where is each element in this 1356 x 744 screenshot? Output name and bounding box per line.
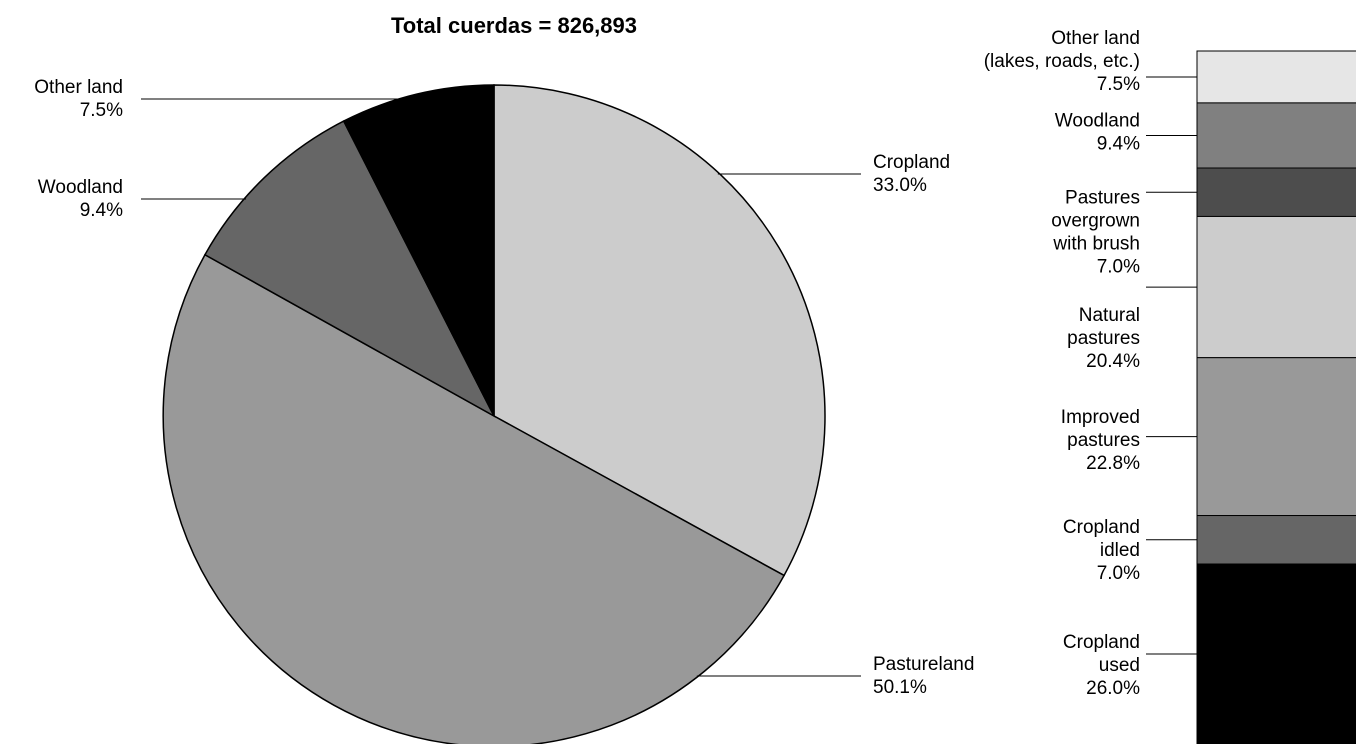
bar-label-pastures-overgrown-with-brush-line-1: Pastures bbox=[1065, 188, 1140, 209]
pie-chart bbox=[162, 84, 826, 744]
bar-segment-other-land-lakes-roads-etc bbox=[1196, 50, 1356, 104]
pie-value-pastureland: 50.1% bbox=[873, 677, 927, 698]
bar-label-improved-pastures-line-1: Improved bbox=[1061, 407, 1140, 428]
stacked-bar-labels: Other land(lakes, roads, etc.)7.5% Woodla… bbox=[984, 28, 1197, 699]
bar-value-pastures-overgrown-with-brush: 7.0% bbox=[1097, 257, 1140, 278]
bar-segment-improved-pastures bbox=[1196, 357, 1356, 517]
pie-chart-title: Total cuerdas = 826,893 bbox=[391, 13, 637, 38]
bar-label-pastures-overgrown-with-brush-line-3: with brush bbox=[1052, 234, 1140, 255]
bar-value-improved-pastures: 22.8% bbox=[1086, 453, 1140, 474]
bar-label-other-land-lakes-roads-etc-line-1: Other land bbox=[1051, 28, 1140, 49]
pie-value-cropland: 33.0% bbox=[873, 175, 927, 196]
bar-label-woodland-line-1: Woodland bbox=[1055, 111, 1140, 132]
pie-slice-pastureland bbox=[162, 253, 786, 744]
bar-label-improved-pastures-line-2: pastures bbox=[1067, 430, 1140, 451]
bar-segment-natural-pastures bbox=[1196, 215, 1356, 359]
bar-label-cropland-idled-line-1: Cropland bbox=[1063, 517, 1140, 538]
pie-value-other-land: 7.5% bbox=[80, 100, 123, 121]
pie-slice-cropland bbox=[493, 84, 826, 577]
bar-segment-cropland-idled bbox=[1196, 515, 1356, 565]
pie-value-woodland: 9.4% bbox=[80, 200, 123, 221]
bar-segment-pastures-overgrown-with-brush bbox=[1196, 167, 1356, 217]
pie-slice-woodland bbox=[203, 120, 496, 418]
pie-label-cropland: Cropland bbox=[873, 152, 950, 173]
pie-label-woodland: Woodland bbox=[38, 177, 123, 198]
pie-slice-other-land bbox=[342, 84, 495, 417]
bar-label-natural-pastures-line-2: pastures bbox=[1067, 328, 1140, 349]
bar-value-other-land-lakes-roads-etc: 7.5% bbox=[1097, 74, 1140, 95]
bar-label-cropland-used-line-2: used bbox=[1099, 655, 1140, 676]
bar-label-cropland-used-line-1: Cropland bbox=[1063, 632, 1140, 653]
bar-value-cropland-idled: 7.0% bbox=[1097, 563, 1140, 584]
bar-label-natural-pastures-line-1: Natural bbox=[1079, 305, 1140, 326]
pie-label-pastureland: Pastureland bbox=[873, 654, 974, 675]
bar-value-woodland: 9.4% bbox=[1097, 134, 1140, 155]
stacked-bar-chart bbox=[1196, 50, 1356, 744]
bar-segment-cropland-used bbox=[1196, 563, 1356, 744]
bar-segment-woodland bbox=[1196, 102, 1356, 169]
pie-label-other-land: Other land bbox=[34, 77, 123, 98]
bar-value-natural-pastures: 20.4% bbox=[1086, 351, 1140, 372]
bar-label-pastures-overgrown-with-brush-line-2: overgrown bbox=[1051, 211, 1140, 232]
bar-value-cropland-used: 26.0% bbox=[1086, 678, 1140, 699]
bar-label-cropland-idled-line-2: idled bbox=[1100, 540, 1140, 561]
bar-label-other-land-lakes-roads-etc-line-2: (lakes, roads, etc.) bbox=[984, 51, 1140, 72]
